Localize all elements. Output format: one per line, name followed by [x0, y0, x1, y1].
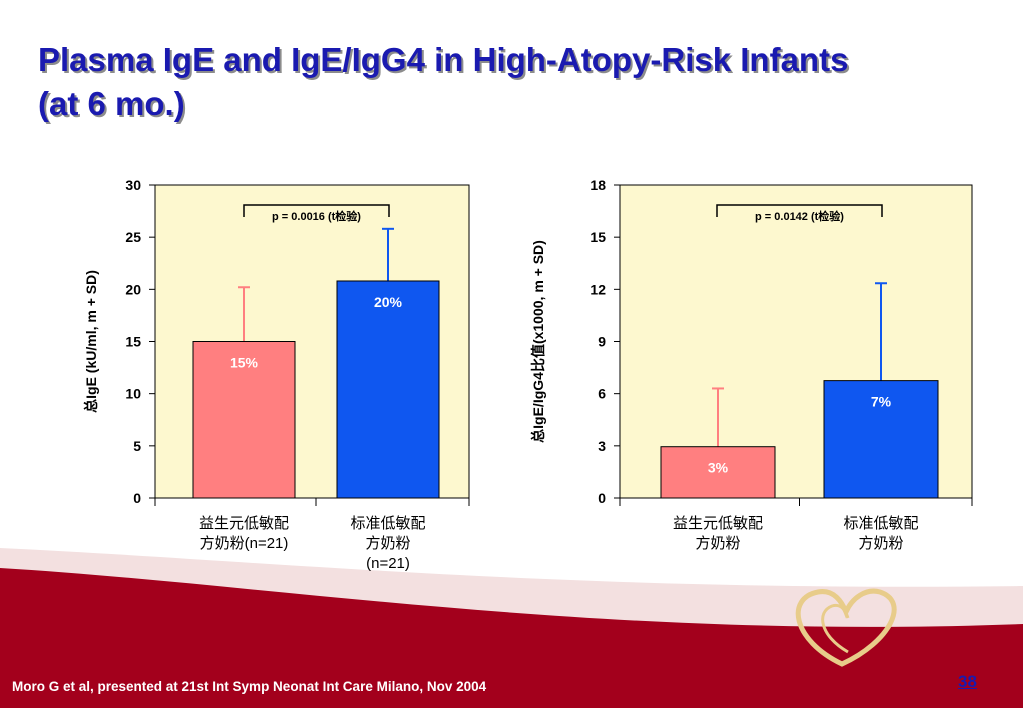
chart-2-bar-2: [823, 380, 939, 499]
footer-band: [0, 568, 1023, 708]
chart-1-significance-bracket: [243, 204, 390, 217]
chart-1-ytick-label: 10: [125, 386, 141, 402]
chart-1-bar-label-2: 20%: [374, 294, 403, 310]
chart-1-ytick-label: 5: [133, 438, 141, 454]
chart-1-ytick-label: 30: [125, 177, 141, 193]
chart-2-ytick-label: 0: [598, 490, 606, 506]
chart-2-bar-label-1: 3%: [708, 460, 729, 476]
chart-1-ytick-label: 0: [133, 490, 141, 506]
title-line-2: (at 6 mo.): [38, 85, 185, 122]
chart-1-bar-2: [336, 280, 440, 499]
chart-1-category-label-1: 方奶粉(n=21): [200, 535, 289, 552]
chart-2-p-value: p = 0.0142 (t检验): [755, 209, 844, 223]
chart-1-ytick-label: 25: [125, 229, 141, 245]
chart-2-ytick-label: 15: [590, 229, 606, 245]
footer-citation: Moro G et al, presented at 21st Int Symp…: [12, 679, 487, 694]
chart-2-bar-label-2: 7%: [871, 394, 892, 410]
slide-title: Plasma IgE and IgE/IgG4 in High-Atopy-Ri…: [38, 38, 978, 126]
chart-2-category-label-2: 标准低敏配: [843, 515, 918, 532]
chart-2-ytick-label: 6: [598, 386, 606, 402]
chart-2-significance-bracket: [716, 204, 883, 217]
chart-2-category-label-1: 益生元低敏配: [673, 515, 763, 532]
chart-1-y-axis-label: 总IgE (kU/ml, m + SD): [83, 270, 99, 413]
chart-1-category-label-2: (n=21): [366, 555, 410, 572]
chart-1-category-label-2: 标准低敏配: [350, 515, 425, 532]
chart-1-category-label-2: 方奶粉: [365, 535, 410, 552]
slide-number: 38: [958, 672, 977, 691]
heart-logo: [795, 588, 897, 667]
chart-2-y-axis-label: 总IgE/IgG4比值(x1000, m + SD): [530, 240, 546, 443]
chart-2: 0 3 6 9 12 15 18 总IgE/IgG4比值(x1000, m + SD) 3% 益生…: [530, 177, 973, 552]
chart-2-ytick-label: 3: [598, 438, 606, 454]
chart-1-ytick-label: 20: [125, 281, 141, 297]
chart-1-category-label-1: 益生元低敏配: [199, 515, 289, 532]
chart-1-p-value: p = 0.0016 (t检验): [272, 209, 361, 223]
chart-2-category-label-2: 方奶粉: [858, 535, 903, 552]
chart-2-bar-1: [660, 446, 776, 499]
title-line-1: Plasma IgE and IgE/IgG4 in High-Atopy-Ri…: [38, 41, 849, 78]
chart-1-bar-1: [192, 341, 296, 499]
chart-1-ytick-label: 15: [125, 334, 141, 350]
chart-1-bar-label-1: 15%: [230, 355, 259, 371]
chart-1: 0 5 10 15 20 25 30 总IgE (kU/ml, m + SD) 15% 益生元低敏…: [83, 177, 470, 572]
chart-2-ytick-label: 12: [590, 281, 606, 297]
chart-2-category-label-1: 方奶粉: [695, 535, 740, 552]
chart-2-ytick-label: 18: [590, 177, 606, 193]
chart-2-ytick-label: 9: [598, 334, 606, 350]
